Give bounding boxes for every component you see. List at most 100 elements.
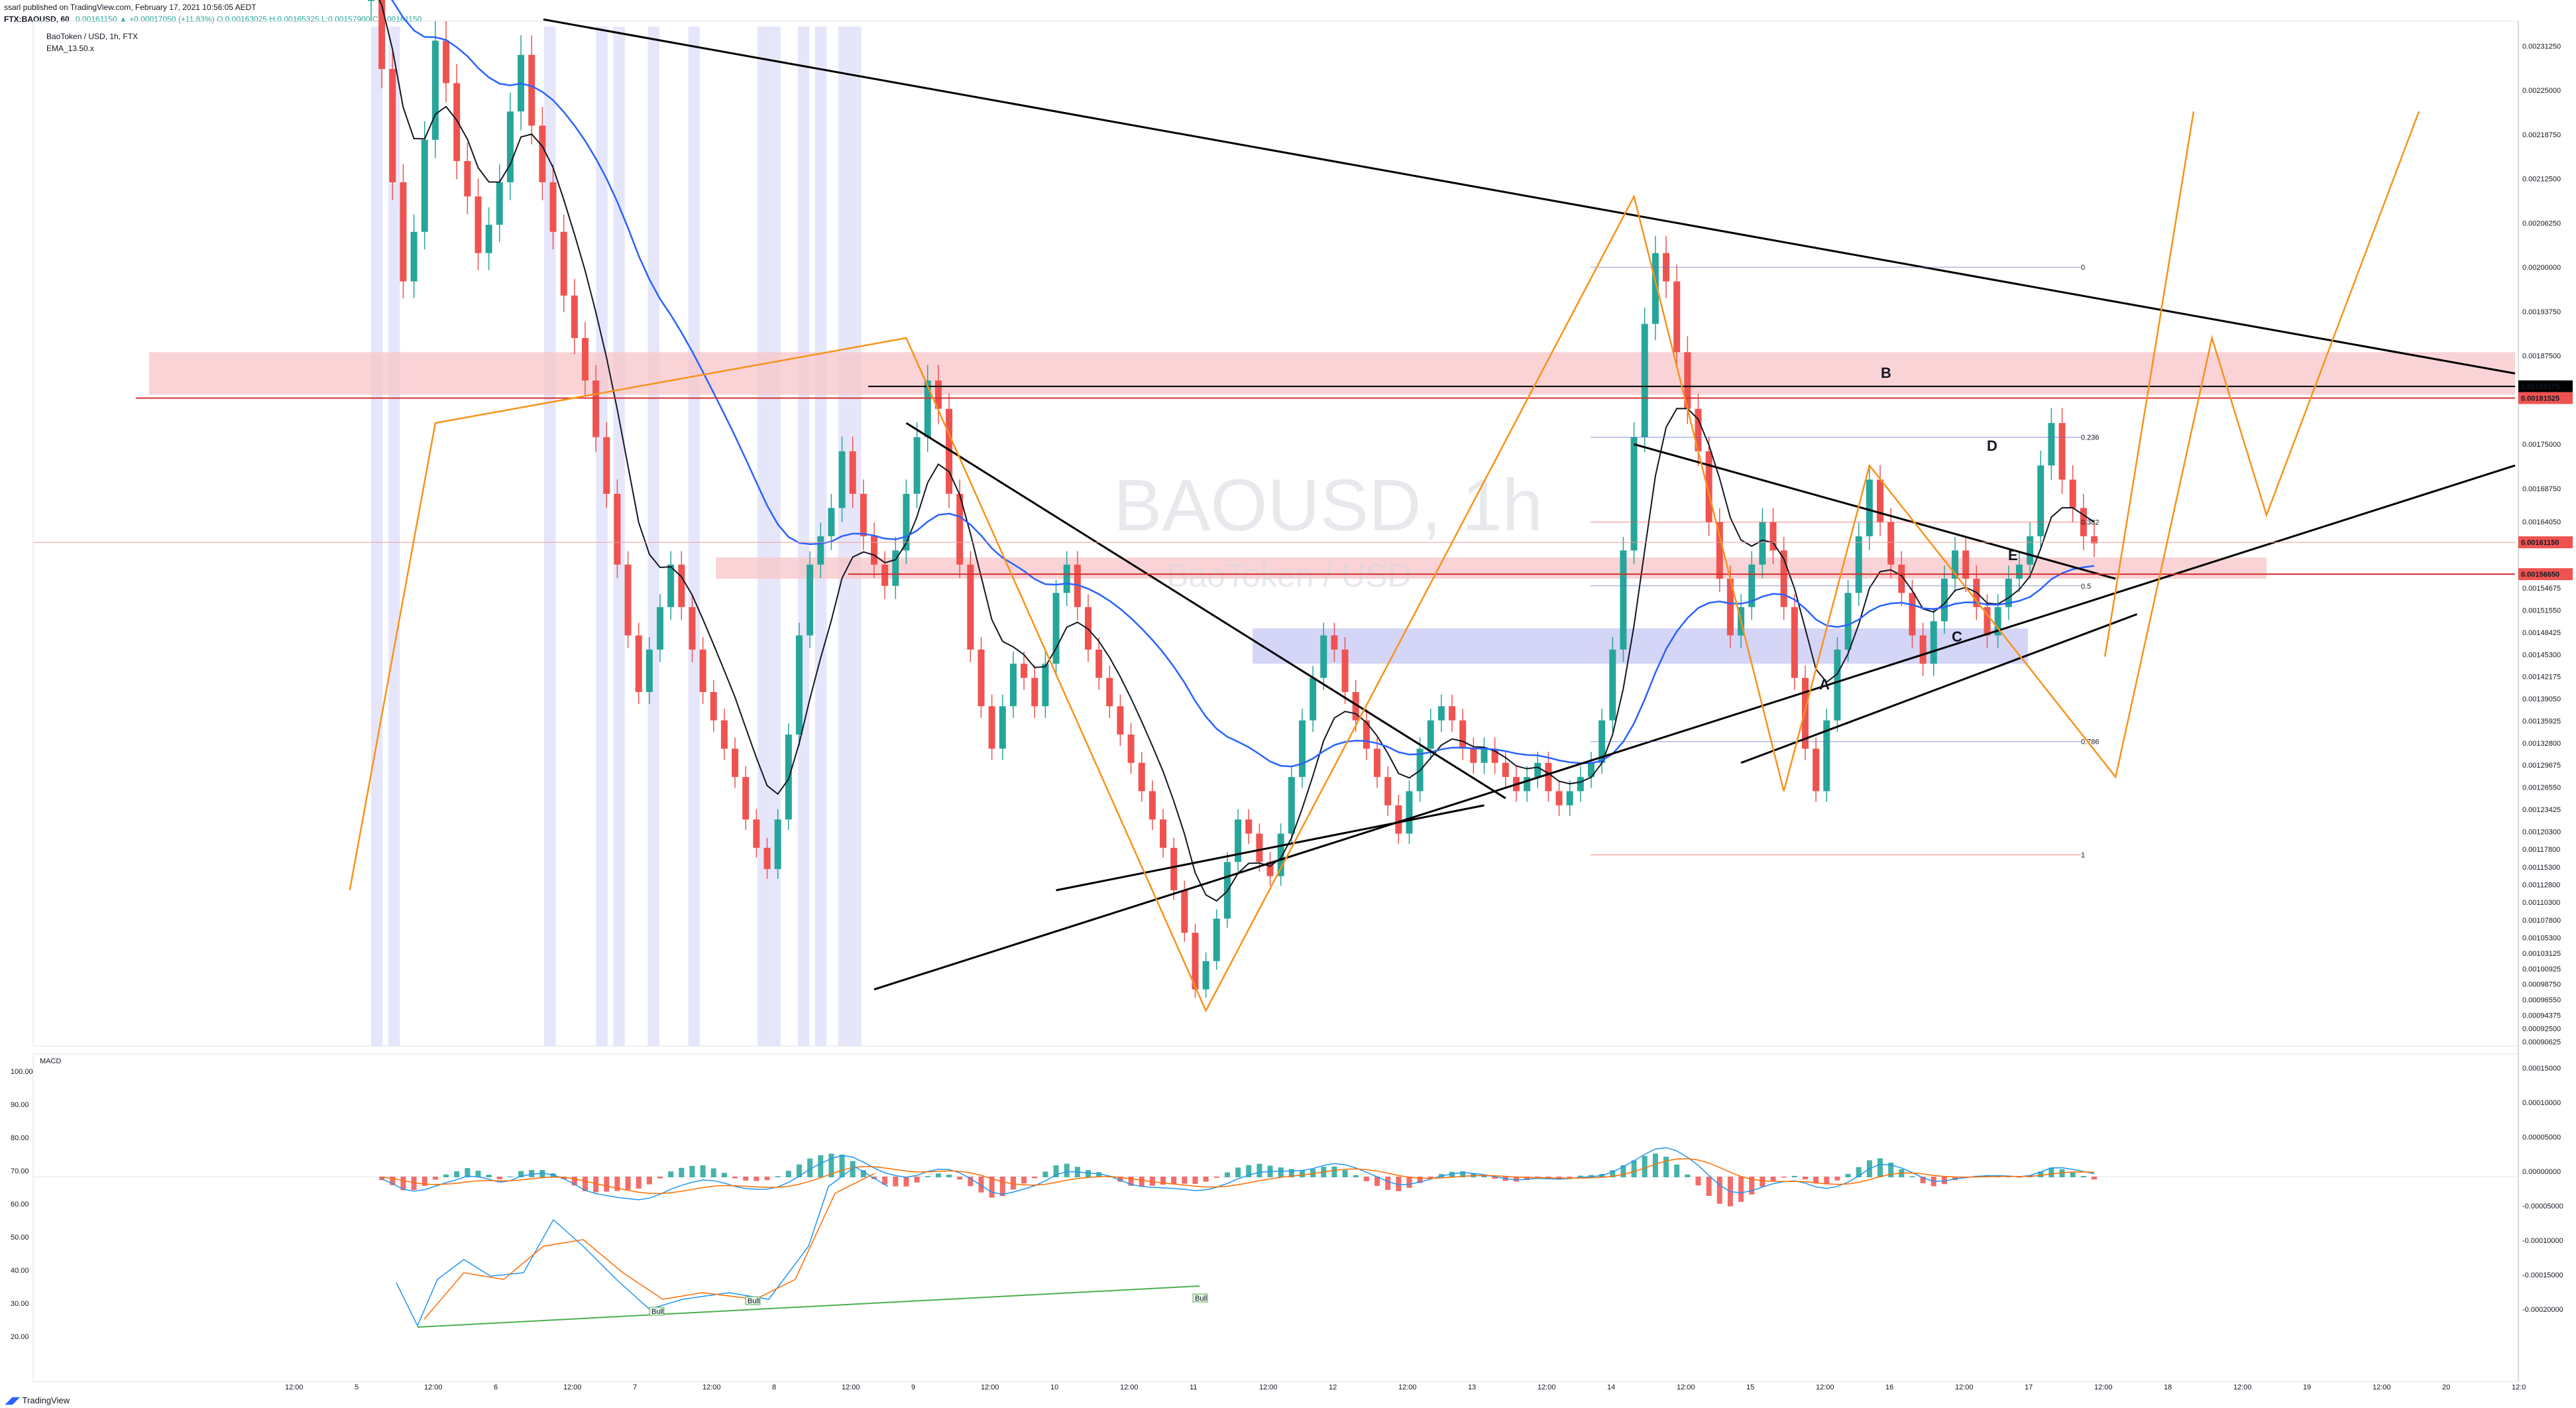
- candle-body: [485, 225, 492, 253]
- candle-body: [924, 381, 931, 438]
- candle-body: [667, 564, 675, 607]
- macd-histogram-bar: [1182, 1177, 1188, 1184]
- macd-histogram-bar: [1246, 1165, 1252, 1177]
- macd-histogram-bar: [1160, 1177, 1166, 1185]
- candle-body: [795, 635, 803, 735]
- macd-histogram-bar: [679, 1167, 685, 1177]
- wave-label: E: [2008, 547, 2018, 563]
- candle-body: [1930, 621, 1937, 664]
- macd-histogram-bar: [454, 1171, 460, 1177]
- macd-histogram-bar: [1845, 1173, 1851, 1177]
- time-tick-label: 12:00: [842, 1383, 860, 1391]
- candle-body: [506, 111, 514, 182]
- macd-histogram-bar: [582, 1177, 588, 1191]
- tradingview-logo-icon[interactable]: ◢◤: [5, 1394, 20, 1405]
- candle-body: [2069, 479, 2076, 508]
- macd-histogram-bar: [1449, 1171, 1455, 1177]
- time-tick-label: 18: [2164, 1383, 2172, 1391]
- macd-left-tick-label: 80.00: [11, 1134, 29, 1142]
- price-tick-label: 0.00115300: [2522, 864, 2560, 872]
- macd-histogram-bar: [957, 1177, 963, 1180]
- candle-body: [1630, 437, 1638, 551]
- candle-body: [1491, 748, 1498, 763]
- macd-histogram-bar: [2059, 1169, 2065, 1177]
- macd-histogram-bar: [1139, 1177, 1145, 1187]
- macd-histogram-bar: [400, 1177, 406, 1191]
- bull-signal-box: [649, 1307, 665, 1316]
- candle-body: [2015, 564, 2023, 579]
- wave-label: B: [1881, 365, 1891, 381]
- price-tick-label: 0.00117800: [2522, 846, 2560, 854]
- candle-body: [967, 564, 974, 650]
- macd-histogram-bar: [657, 1177, 663, 1179]
- price-tick-label: 0.00231250: [2522, 42, 2561, 50]
- price-tick-label: 0.00225000: [2522, 87, 2561, 95]
- macd-histogram-bar: [1513, 1177, 1519, 1182]
- macd-histogram-bar: [1524, 1177, 1530, 1181]
- candle-body: [988, 706, 995, 749]
- macd-histogram-bar: [1385, 1177, 1391, 1190]
- oscillator-line: [396, 1166, 889, 1327]
- candle-body: [1170, 847, 1178, 891]
- candle-body: [1534, 762, 1541, 778]
- resistance-zone: [716, 557, 2267, 579]
- candle-body: [1063, 564, 1070, 593]
- time-tick-label: 12:00: [1398, 1383, 1417, 1391]
- macd-histogram-bar: [2038, 1171, 2044, 1177]
- macd-histogram-bar: [1610, 1170, 1616, 1177]
- macd-histogram-bar: [2048, 1167, 2054, 1177]
- candle-body: [1909, 593, 1916, 636]
- macd-histogram-bar: [807, 1158, 813, 1177]
- macd-histogram-bar: [421, 1177, 427, 1186]
- candle-body: [1437, 706, 1445, 721]
- candle-body: [1192, 933, 1199, 990]
- macd-histogram-bar: [754, 1177, 759, 1181]
- macd-histogram-bar: [636, 1177, 642, 1189]
- time-tick-label: 9: [911, 1383, 915, 1391]
- macd-left-tick-label: 90.00: [11, 1101, 29, 1109]
- macd-histogram-bar: [1856, 1167, 1862, 1177]
- candle-body: [2037, 465, 2044, 536]
- candle-body: [1235, 819, 1242, 862]
- candle-body: [453, 83, 461, 161]
- time-tick-label: 14: [1607, 1383, 1615, 1391]
- candle-body: [1470, 748, 1477, 763]
- candle-body: [443, 40, 450, 84]
- candle-body: [934, 381, 942, 409]
- bull-signal-box: [1192, 1293, 1208, 1303]
- price-tick-label: 0.00103125: [2522, 950, 2561, 958]
- candle-body: [1801, 677, 1809, 749]
- macd-histogram-bar: [989, 1177, 995, 1198]
- price-tick-label: 0.00193750: [2522, 308, 2561, 316]
- price-tick-label: 0.00132800: [2522, 740, 2561, 748]
- candle-body: [817, 536, 824, 565]
- candle-body: [1288, 777, 1295, 834]
- candle-body: [389, 69, 396, 182]
- watermark-name: BaoToken / USD: [1166, 557, 1412, 594]
- price-tag-label: 0.00161150: [2521, 539, 2559, 547]
- candle-body: [1609, 649, 1616, 721]
- macd-title: MACD: [40, 1057, 61, 1065]
- macd-histogram-bar: [946, 1174, 952, 1177]
- macd-right-tick-label: 0.00000000: [2522, 1168, 2561, 1176]
- macd-histogram-bar: [390, 1177, 396, 1185]
- macd-histogram-bar: [1085, 1170, 1091, 1177]
- macd-histogram-bar: [850, 1161, 856, 1177]
- macd-histogram-bar: [2092, 1177, 2097, 1180]
- candle-body: [1844, 593, 1852, 650]
- candle-body: [2091, 536, 2098, 544]
- macd-histogram-bar: [1663, 1156, 1669, 1177]
- candle-body: [2058, 423, 2066, 480]
- candle-body: [1823, 720, 1830, 792]
- candle-body: [475, 196, 482, 253]
- macd-histogram-bar: [668, 1171, 674, 1177]
- candle-body: [828, 508, 835, 536]
- macd-histogram-bar: [1877, 1158, 1883, 1177]
- candle-body: [903, 493, 910, 551]
- candle-body: [1545, 762, 1552, 792]
- trendline-triangle-upper: [1634, 443, 2116, 580]
- time-tick-label: 12:00: [981, 1383, 999, 1391]
- time-tick-label: 8: [772, 1383, 776, 1391]
- macd-histogram-bar: [1213, 1177, 1219, 1178]
